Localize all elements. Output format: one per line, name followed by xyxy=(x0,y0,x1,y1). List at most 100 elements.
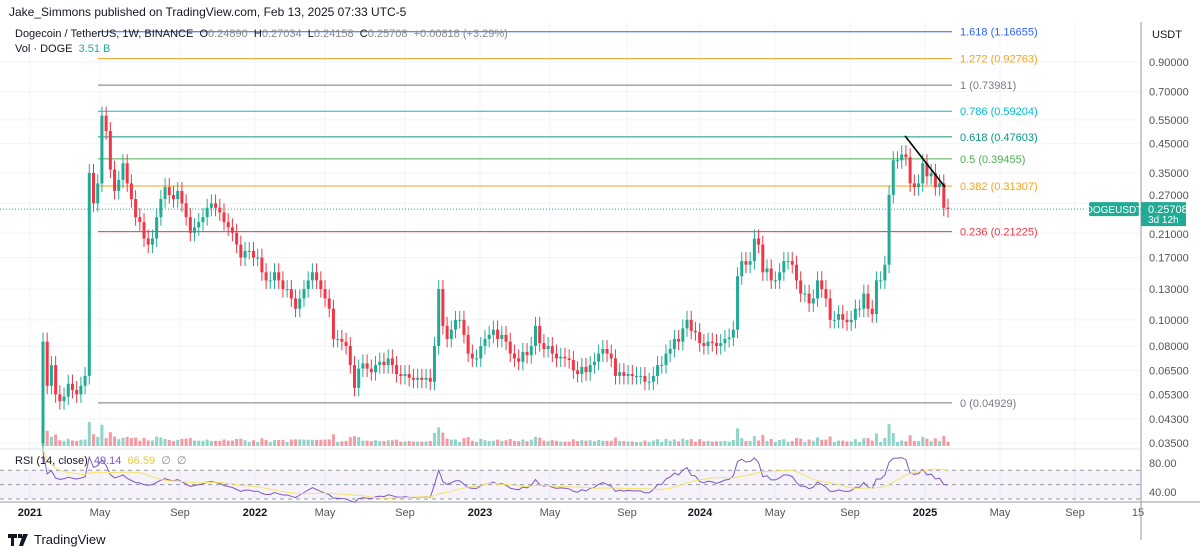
candle xyxy=(386,358,390,366)
volume-bar xyxy=(580,440,584,446)
candle xyxy=(41,341,45,443)
volume-bar xyxy=(677,441,681,446)
candle xyxy=(458,319,462,321)
volume-bar xyxy=(938,441,942,446)
candle xyxy=(651,375,655,382)
volume-bar xyxy=(146,440,150,446)
candle xyxy=(348,346,352,366)
volume-bar xyxy=(416,441,420,446)
volume-bar xyxy=(449,439,453,446)
candle xyxy=(390,358,394,366)
fib-level-label: 0.5 (0.39455) xyxy=(960,154,1025,166)
fib-level-label: 1.272 (0.92763) xyxy=(960,54,1038,66)
volume-bar xyxy=(613,437,617,446)
volume-bar xyxy=(487,440,491,446)
candle xyxy=(845,319,849,323)
volume-bar xyxy=(504,440,508,446)
candle xyxy=(214,203,218,208)
candle xyxy=(517,358,521,362)
volume-bar xyxy=(790,441,794,446)
candle xyxy=(555,353,559,359)
volume-bar xyxy=(584,440,588,446)
candle xyxy=(500,334,504,339)
fib-level-label: 0.236 (0.21225) xyxy=(960,227,1038,239)
candle xyxy=(416,377,420,380)
volume-bar xyxy=(129,437,133,446)
volume-bar xyxy=(235,438,239,446)
candle xyxy=(54,365,58,395)
candle xyxy=(138,217,142,223)
volume-bar xyxy=(117,439,121,446)
rsi-ma-line xyxy=(42,448,949,499)
volume-bar xyxy=(681,438,685,446)
volume-bar xyxy=(92,434,96,446)
candle xyxy=(866,293,870,309)
candle xyxy=(454,319,458,330)
volume-bar xyxy=(651,440,655,446)
volume-bar xyxy=(79,439,83,446)
candle xyxy=(184,203,188,218)
candle xyxy=(769,268,773,281)
price-axis-label: 0.13000 xyxy=(1149,284,1189,296)
volume-bar xyxy=(251,440,255,446)
volume-bar xyxy=(782,439,786,446)
volume-bar xyxy=(714,441,718,446)
volume-bar xyxy=(336,442,340,446)
tradingview-logo-icon xyxy=(8,533,28,546)
volume-bar xyxy=(369,441,373,446)
candle xyxy=(677,338,681,342)
volume-bar xyxy=(887,424,891,446)
volume-bar xyxy=(466,437,470,446)
volume-bar xyxy=(230,440,234,446)
volume-bar xyxy=(761,434,765,446)
candle xyxy=(420,377,424,380)
candle xyxy=(146,238,150,245)
candle xyxy=(167,187,171,195)
volume-bar xyxy=(462,438,466,446)
candle xyxy=(319,280,323,290)
volume-bar xyxy=(138,440,142,446)
volume-bar xyxy=(917,441,921,446)
volume-bar xyxy=(327,439,331,446)
candle xyxy=(576,370,580,375)
volume-bar xyxy=(555,440,559,446)
candle xyxy=(790,261,794,265)
candle xyxy=(904,154,908,158)
candle xyxy=(45,341,49,386)
candle xyxy=(256,257,260,259)
volume-bar xyxy=(517,441,521,446)
volume-bar xyxy=(306,439,310,446)
volume-bar xyxy=(445,438,449,446)
candle xyxy=(891,160,895,195)
candle xyxy=(142,222,146,239)
volume-bar xyxy=(664,439,668,446)
candle xyxy=(193,227,197,233)
tradingview-logo[interactable]: TradingView xyxy=(8,532,106,547)
last-price-text: 0.25708 xyxy=(1148,204,1188,216)
volume-bar xyxy=(820,439,824,446)
candle xyxy=(736,276,740,330)
symbol-title[interactable]: Dogecoin / TetherUS, 1W, BINANCE xyxy=(15,28,194,40)
price-axis-label: 0.05300 xyxy=(1149,389,1189,401)
volume-bar xyxy=(247,442,251,446)
candle xyxy=(277,272,281,281)
candle xyxy=(588,365,592,373)
volume-bar xyxy=(479,438,483,446)
volume-bar xyxy=(390,440,394,446)
volume-bar xyxy=(685,439,689,446)
candle xyxy=(289,289,293,299)
volume-bar xyxy=(546,441,550,446)
time-axis-label: May xyxy=(315,507,336,519)
volume-bar xyxy=(828,436,832,446)
candle xyxy=(49,365,53,386)
volume-bar xyxy=(778,439,782,446)
volume-bar xyxy=(900,440,904,446)
volume-bar xyxy=(171,440,175,446)
volume-bar xyxy=(601,440,605,446)
volume-bar xyxy=(243,440,247,446)
volume-bar xyxy=(773,442,777,446)
candle xyxy=(874,280,878,315)
volume-bar xyxy=(163,438,167,446)
candle xyxy=(858,308,862,310)
